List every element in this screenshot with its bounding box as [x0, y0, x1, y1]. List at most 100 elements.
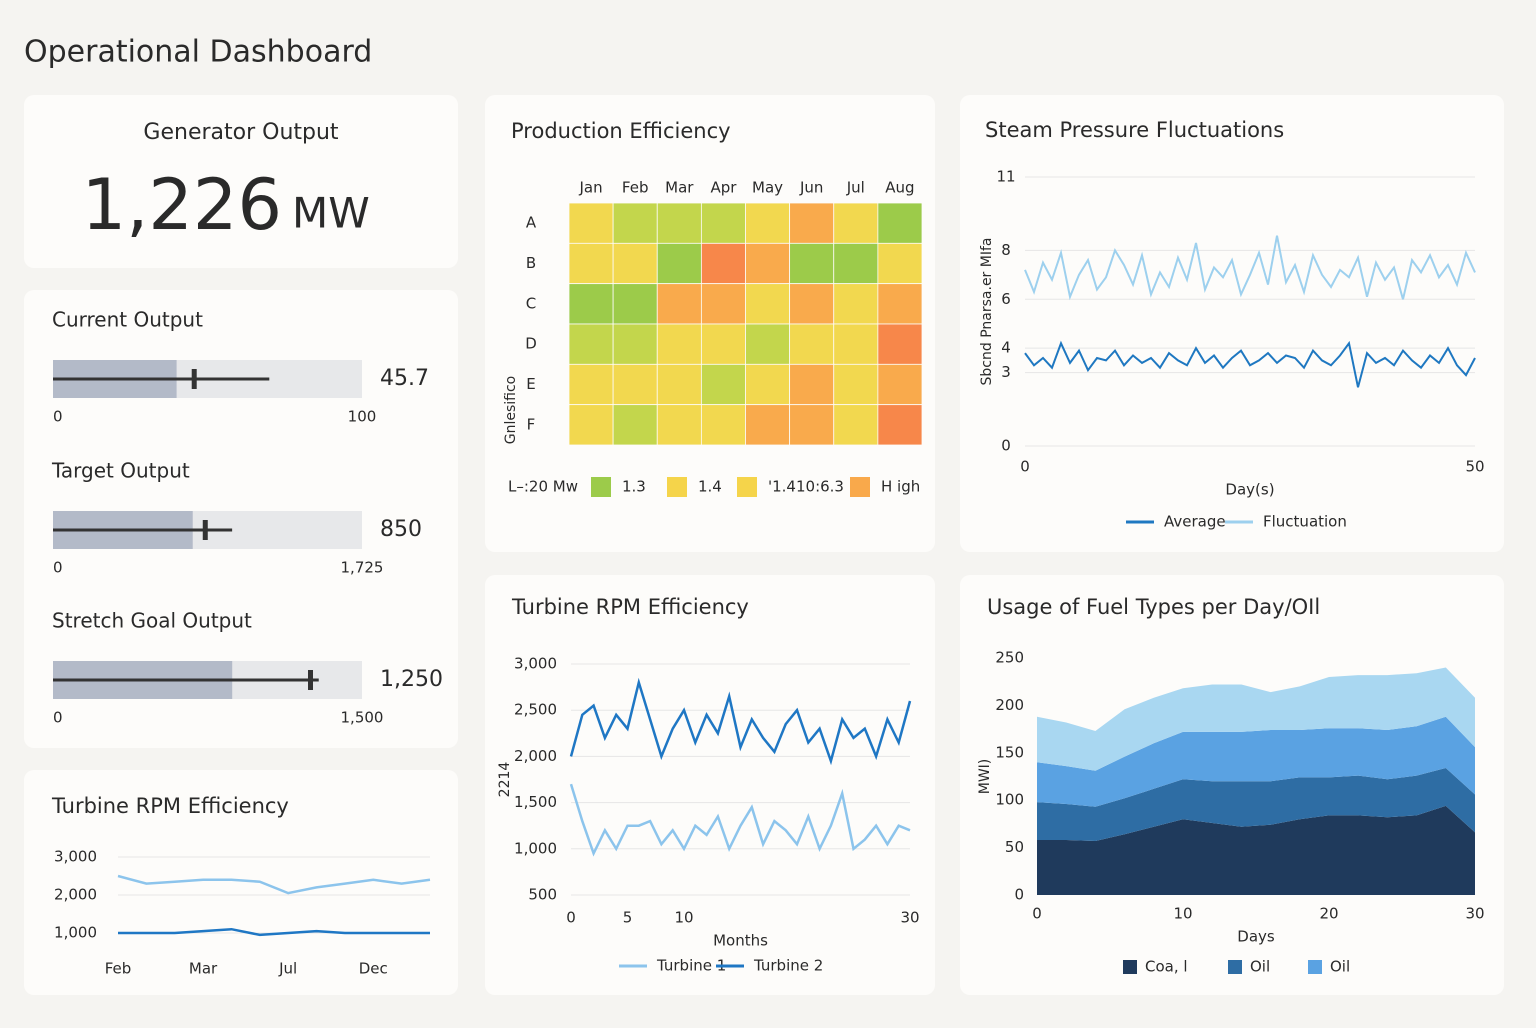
x-tick-label: Jul: [846, 179, 865, 197]
y-tick-label: 3,000: [514, 655, 557, 673]
series-line: [118, 927, 430, 937]
y-tick-label: E: [526, 375, 535, 393]
y-tick-label: 250: [995, 649, 1024, 667]
series-line: [117, 874, 431, 895]
x-tick-label: May: [752, 179, 783, 197]
heat-cell: [568, 404, 614, 446]
y-axis-label: MWI): [977, 759, 993, 795]
y-tick-label: 50: [1005, 838, 1024, 856]
y-tick-label: 3,000: [54, 848, 97, 866]
heat-cell: [877, 363, 923, 406]
y-tick-label: 2,500: [514, 701, 557, 719]
heat-cell: [833, 323, 879, 365]
kpi-title: Generator Output: [143, 120, 339, 145]
heat-cell: [568, 323, 614, 365]
y-tick-label: 150: [995, 743, 1024, 761]
x-tick-label: Dec: [359, 960, 388, 978]
card: [960, 95, 1504, 552]
legend-swatch: [1123, 960, 1137, 974]
bullet-value: 850: [380, 517, 422, 542]
stacked-area: [1037, 805, 1475, 895]
y-tick-label: 1,500: [514, 793, 557, 811]
heat-cell: [568, 202, 614, 244]
x-tick-label: 0: [53, 408, 63, 426]
heat-cell: [745, 323, 791, 365]
heat-cell: [612, 242, 658, 285]
heat-cell: [789, 363, 835, 406]
x-axis-label: Months: [713, 932, 768, 950]
heat-cell: [700, 404, 746, 446]
x-tick-label: Jul: [278, 960, 297, 978]
y-tick-label: 1,000: [54, 924, 97, 942]
kpi-unit: MW: [292, 189, 370, 238]
x-tick-label: Feb: [105, 960, 132, 978]
heat-cell: [656, 242, 702, 285]
heat-cell: [700, 283, 746, 325]
heat-cell: [789, 323, 835, 365]
x-tick-label: 10: [1173, 905, 1192, 923]
stacked-area: [1037, 716, 1475, 807]
heat-cell: [612, 404, 658, 446]
legend-label: Turbine 1: [656, 957, 726, 975]
y-axis-label: Gnlesifico: [503, 376, 519, 445]
heat-cell: [745, 363, 791, 406]
y-tick-label: 11: [996, 168, 1015, 186]
series-line: [569, 783, 911, 857]
heat-cell: [612, 363, 658, 406]
x-tick-label: 30: [900, 909, 919, 927]
heat-cell: [877, 323, 923, 365]
y-tick-label: B: [526, 254, 536, 272]
heat-cell: [833, 283, 879, 325]
legend-label: Coa, l: [1145, 958, 1188, 976]
legend-label: 1.4: [698, 478, 722, 496]
x-tick-label: 5: [623, 909, 633, 927]
x-tick-label: Jun: [799, 179, 823, 197]
heat-cell: [656, 202, 702, 244]
y-tick-label: 2,000: [54, 886, 97, 904]
x-tick-label: 0: [566, 909, 576, 927]
x-tick-label: Mar: [665, 179, 694, 197]
heat-cell: [568, 242, 614, 285]
heat-cell: [833, 242, 879, 285]
legend-label: H igh: [881, 478, 920, 496]
chart-title: Turbine RPM Efficiency: [511, 595, 749, 619]
legend-swatch: [850, 477, 870, 497]
legend-label: Oil: [1330, 958, 1350, 976]
bullet-title: Current Output: [52, 308, 203, 332]
bullet-value: 45.7: [380, 366, 429, 391]
y-tick-label: D: [525, 335, 537, 353]
chart-title: Usage of Fuel Types per Day/OIl: [987, 595, 1320, 619]
legend-label: Average: [1164, 513, 1226, 531]
heat-cell: [656, 363, 702, 406]
x-tick-label: Aug: [885, 179, 914, 197]
series-line: [1024, 340, 1476, 388]
legend-swatch: [591, 477, 611, 497]
y-tick-label: 100: [995, 791, 1024, 809]
x-tick-label: 1,500: [341, 709, 384, 727]
heat-cell: [700, 242, 746, 285]
y-tick-label: 200: [995, 696, 1024, 714]
heat-cell: [745, 404, 791, 446]
stacked-area: [1037, 768, 1475, 841]
y-tick-label: C: [526, 294, 536, 312]
legend-swatch: [1308, 960, 1322, 974]
heat-cell: [833, 202, 879, 244]
heat-cell: [700, 202, 746, 244]
heat-cell: [568, 283, 614, 325]
series-line: [569, 677, 912, 766]
y-tick-label: A: [526, 214, 537, 232]
legend-label: 1.3: [622, 478, 646, 496]
legend-swatch: [667, 477, 687, 497]
card: [485, 575, 935, 995]
heat-cell: [745, 242, 791, 285]
x-axis-label: Day(s): [1225, 481, 1274, 499]
legend-swatch: [737, 477, 757, 497]
card: [24, 95, 458, 268]
heat-cell: [612, 283, 658, 325]
x-tick-label: 30: [1465, 905, 1484, 923]
y-tick-label: F: [527, 415, 536, 433]
x-tick-label: 100: [348, 408, 377, 426]
y-axis-label: Sbcnd Pnarsa.er MIfa: [979, 238, 995, 386]
heat-cell: [700, 323, 746, 365]
